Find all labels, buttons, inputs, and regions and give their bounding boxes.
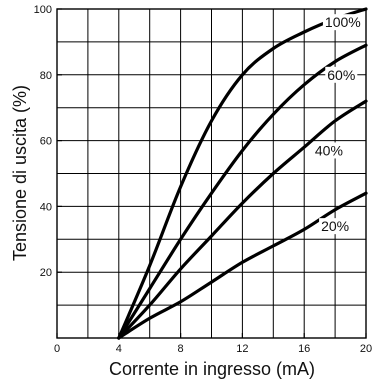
series-labels: 100% 60% 40% 20% xyxy=(312,14,363,235)
y-tick-label: 80 xyxy=(40,70,52,82)
series-label-background xyxy=(319,218,352,235)
axes xyxy=(56,8,367,339)
series-label-2: 40% xyxy=(315,142,343,158)
series-line-3 xyxy=(117,191,368,340)
x-tick-label: 0 xyxy=(54,343,60,355)
y-tick-label: 60 xyxy=(40,136,52,148)
grid xyxy=(57,9,366,338)
y-tick-label: 40 xyxy=(40,201,52,213)
series-label-background xyxy=(312,142,345,159)
series-label-1: 60% xyxy=(327,67,355,83)
y-axis-title: Tensione di uscita (%) xyxy=(10,85,30,261)
x-tick-label: 16 xyxy=(298,343,310,355)
x-axis-title: Corrente in ingresso (mA) xyxy=(109,359,315,379)
x-tick-label: 12 xyxy=(236,343,248,355)
series-label-background xyxy=(322,14,363,31)
series-label-0: 100% xyxy=(325,14,361,30)
series-line-2 xyxy=(117,99,368,340)
x-tick-label: 4 xyxy=(116,343,122,355)
series-label-background xyxy=(325,66,358,83)
plot-frame xyxy=(56,8,367,339)
y-tick-label: 20 xyxy=(40,267,52,279)
x-tick-label: 8 xyxy=(178,343,184,355)
y-tick-label: 100 xyxy=(34,4,52,16)
x-tick-label: 20 xyxy=(360,343,372,355)
series-label-3: 20% xyxy=(321,218,349,234)
tick-labels: 0 4 8 12 16 20 20 40 60 80 100 xyxy=(34,4,372,355)
